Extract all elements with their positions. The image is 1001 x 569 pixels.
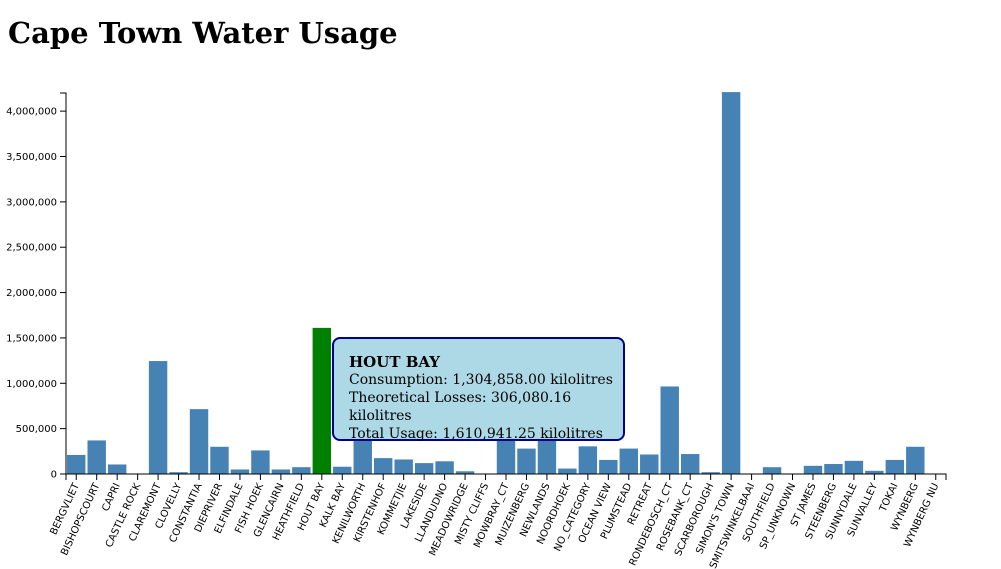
bar-kirstenhof[interactable] — [374, 458, 393, 474]
bar-heathfield[interactable] — [292, 467, 311, 474]
page-title: Cape Town Water Usage — [8, 16, 398, 50]
tooltip-title: HOUT BAY — [349, 353, 440, 371]
y-tick-label: 3,000,000 — [6, 197, 57, 208]
bar-glencairn[interactable] — [271, 469, 291, 474]
bar-hout-bay[interactable] — [312, 327, 332, 474]
bar-llandudno[interactable] — [435, 461, 454, 474]
bar-ocean-view[interactable] — [599, 459, 618, 474]
bar-diepriver[interactable] — [210, 446, 229, 474]
bar-kenilworth[interactable] — [353, 437, 372, 474]
bar-kommetjie[interactable] — [394, 459, 413, 474]
bar-muizenberg[interactable] — [517, 448, 536, 474]
tooltip-consumption: Consumption: 1,304,858.00 kilolitres — [349, 372, 613, 388]
bar-simon-s-town[interactable] — [721, 92, 741, 474]
y-tick-label: 2,000,000 — [6, 288, 57, 299]
bar-capri[interactable] — [107, 464, 127, 474]
y-tick-label: 4,000,000 — [6, 107, 57, 118]
bar-steenberg[interactable] — [824, 464, 843, 474]
bar-claremont[interactable] — [148, 361, 168, 474]
bar-bergvliet[interactable] — [67, 454, 86, 474]
bar-southfield[interactable] — [762, 467, 782, 474]
bar-plumstead[interactable] — [619, 448, 638, 474]
bar-st-james[interactable] — [803, 465, 823, 474]
bar-lakeside[interactable] — [414, 463, 434, 474]
y-tick-label: 3,500,000 — [6, 152, 57, 163]
bar-bishopscourt[interactable] — [87, 440, 106, 474]
y-tick-label: 1,500,000 — [6, 333, 57, 344]
bar-constantia[interactable] — [189, 409, 209, 474]
bar-newlands[interactable] — [537, 437, 557, 474]
bar-rosebank-ct[interactable] — [680, 454, 700, 474]
y-tick-label: 500,000 — [16, 424, 57, 435]
bar-wynberg[interactable] — [906, 446, 925, 474]
y-tick-label: 0 — [51, 470, 57, 481]
y-axis-line — [60, 92, 67, 475]
tooltip-total: Total Usage: 1,610,941.25 kilolitres — [349, 426, 603, 442]
bar-sunnydale[interactable] — [844, 460, 864, 474]
bar-sunvalley[interactable] — [865, 470, 884, 474]
y-axis: 0 500,000 1,000,000 1,500,000 2,000,000 2,500… — [6, 92, 67, 481]
bars — [67, 92, 925, 474]
x-tick-label: CAPRI — [100, 482, 123, 514]
bar-no-category[interactable] — [578, 446, 598, 474]
y-tick-label: 2,500,000 — [6, 243, 57, 254]
bar-clovelly[interactable] — [169, 472, 188, 474]
bar-retreat[interactable] — [640, 454, 659, 474]
bar-meadowridge[interactable] — [455, 471, 475, 474]
tooltip: HOUT BAY Consumption: 1,304,858.00 kilol… — [332, 337, 625, 442]
bar-elfindale[interactable] — [230, 469, 250, 474]
bar-kalk-bay[interactable] — [333, 466, 352, 474]
bar-noordhoek[interactable] — [558, 468, 577, 474]
tooltip-losses: Theoretical Losses: 306,080.16 kilolitre… — [349, 390, 572, 424]
bar-tokai[interactable] — [885, 459, 905, 474]
y-tick-label: 1,000,000 — [6, 379, 57, 390]
bar-fish-hoek[interactable] — [251, 450, 270, 474]
bar-mowbray-ct[interactable] — [496, 437, 516, 474]
bar-scarborough[interactable] — [701, 472, 720, 474]
bar-rondebosch-ct[interactable] — [660, 386, 679, 474]
